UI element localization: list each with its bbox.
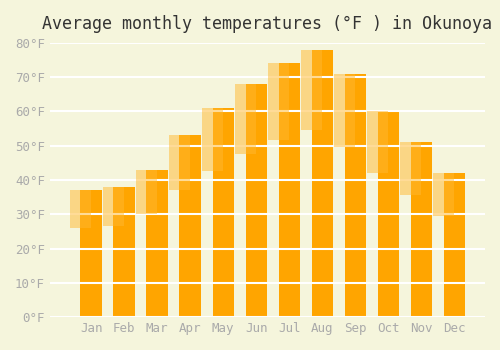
Bar (212, 108, 234, 317)
Bar (444, 173, 465, 317)
Bar (235, 84, 256, 154)
Bar (136, 170, 157, 214)
Bar (433, 173, 454, 216)
Bar (202, 108, 223, 171)
Bar (344, 74, 366, 317)
Bar (102, 187, 124, 226)
Bar (80, 190, 102, 317)
Bar (410, 142, 432, 317)
Bar (301, 50, 322, 130)
Bar (146, 170, 168, 317)
Bar (70, 190, 91, 228)
Bar (400, 142, 421, 195)
Bar (168, 135, 190, 190)
Bar (312, 50, 333, 317)
Bar (246, 84, 267, 317)
Bar (268, 63, 289, 140)
Bar (378, 111, 399, 317)
Bar (180, 135, 201, 317)
Bar (367, 111, 388, 173)
Bar (278, 63, 300, 317)
Bar (334, 74, 355, 147)
Title: Average monthly temperatures (°F ) in Okunoya: Average monthly temperatures (°F ) in Ok… (42, 15, 492, 33)
Bar (114, 187, 135, 317)
